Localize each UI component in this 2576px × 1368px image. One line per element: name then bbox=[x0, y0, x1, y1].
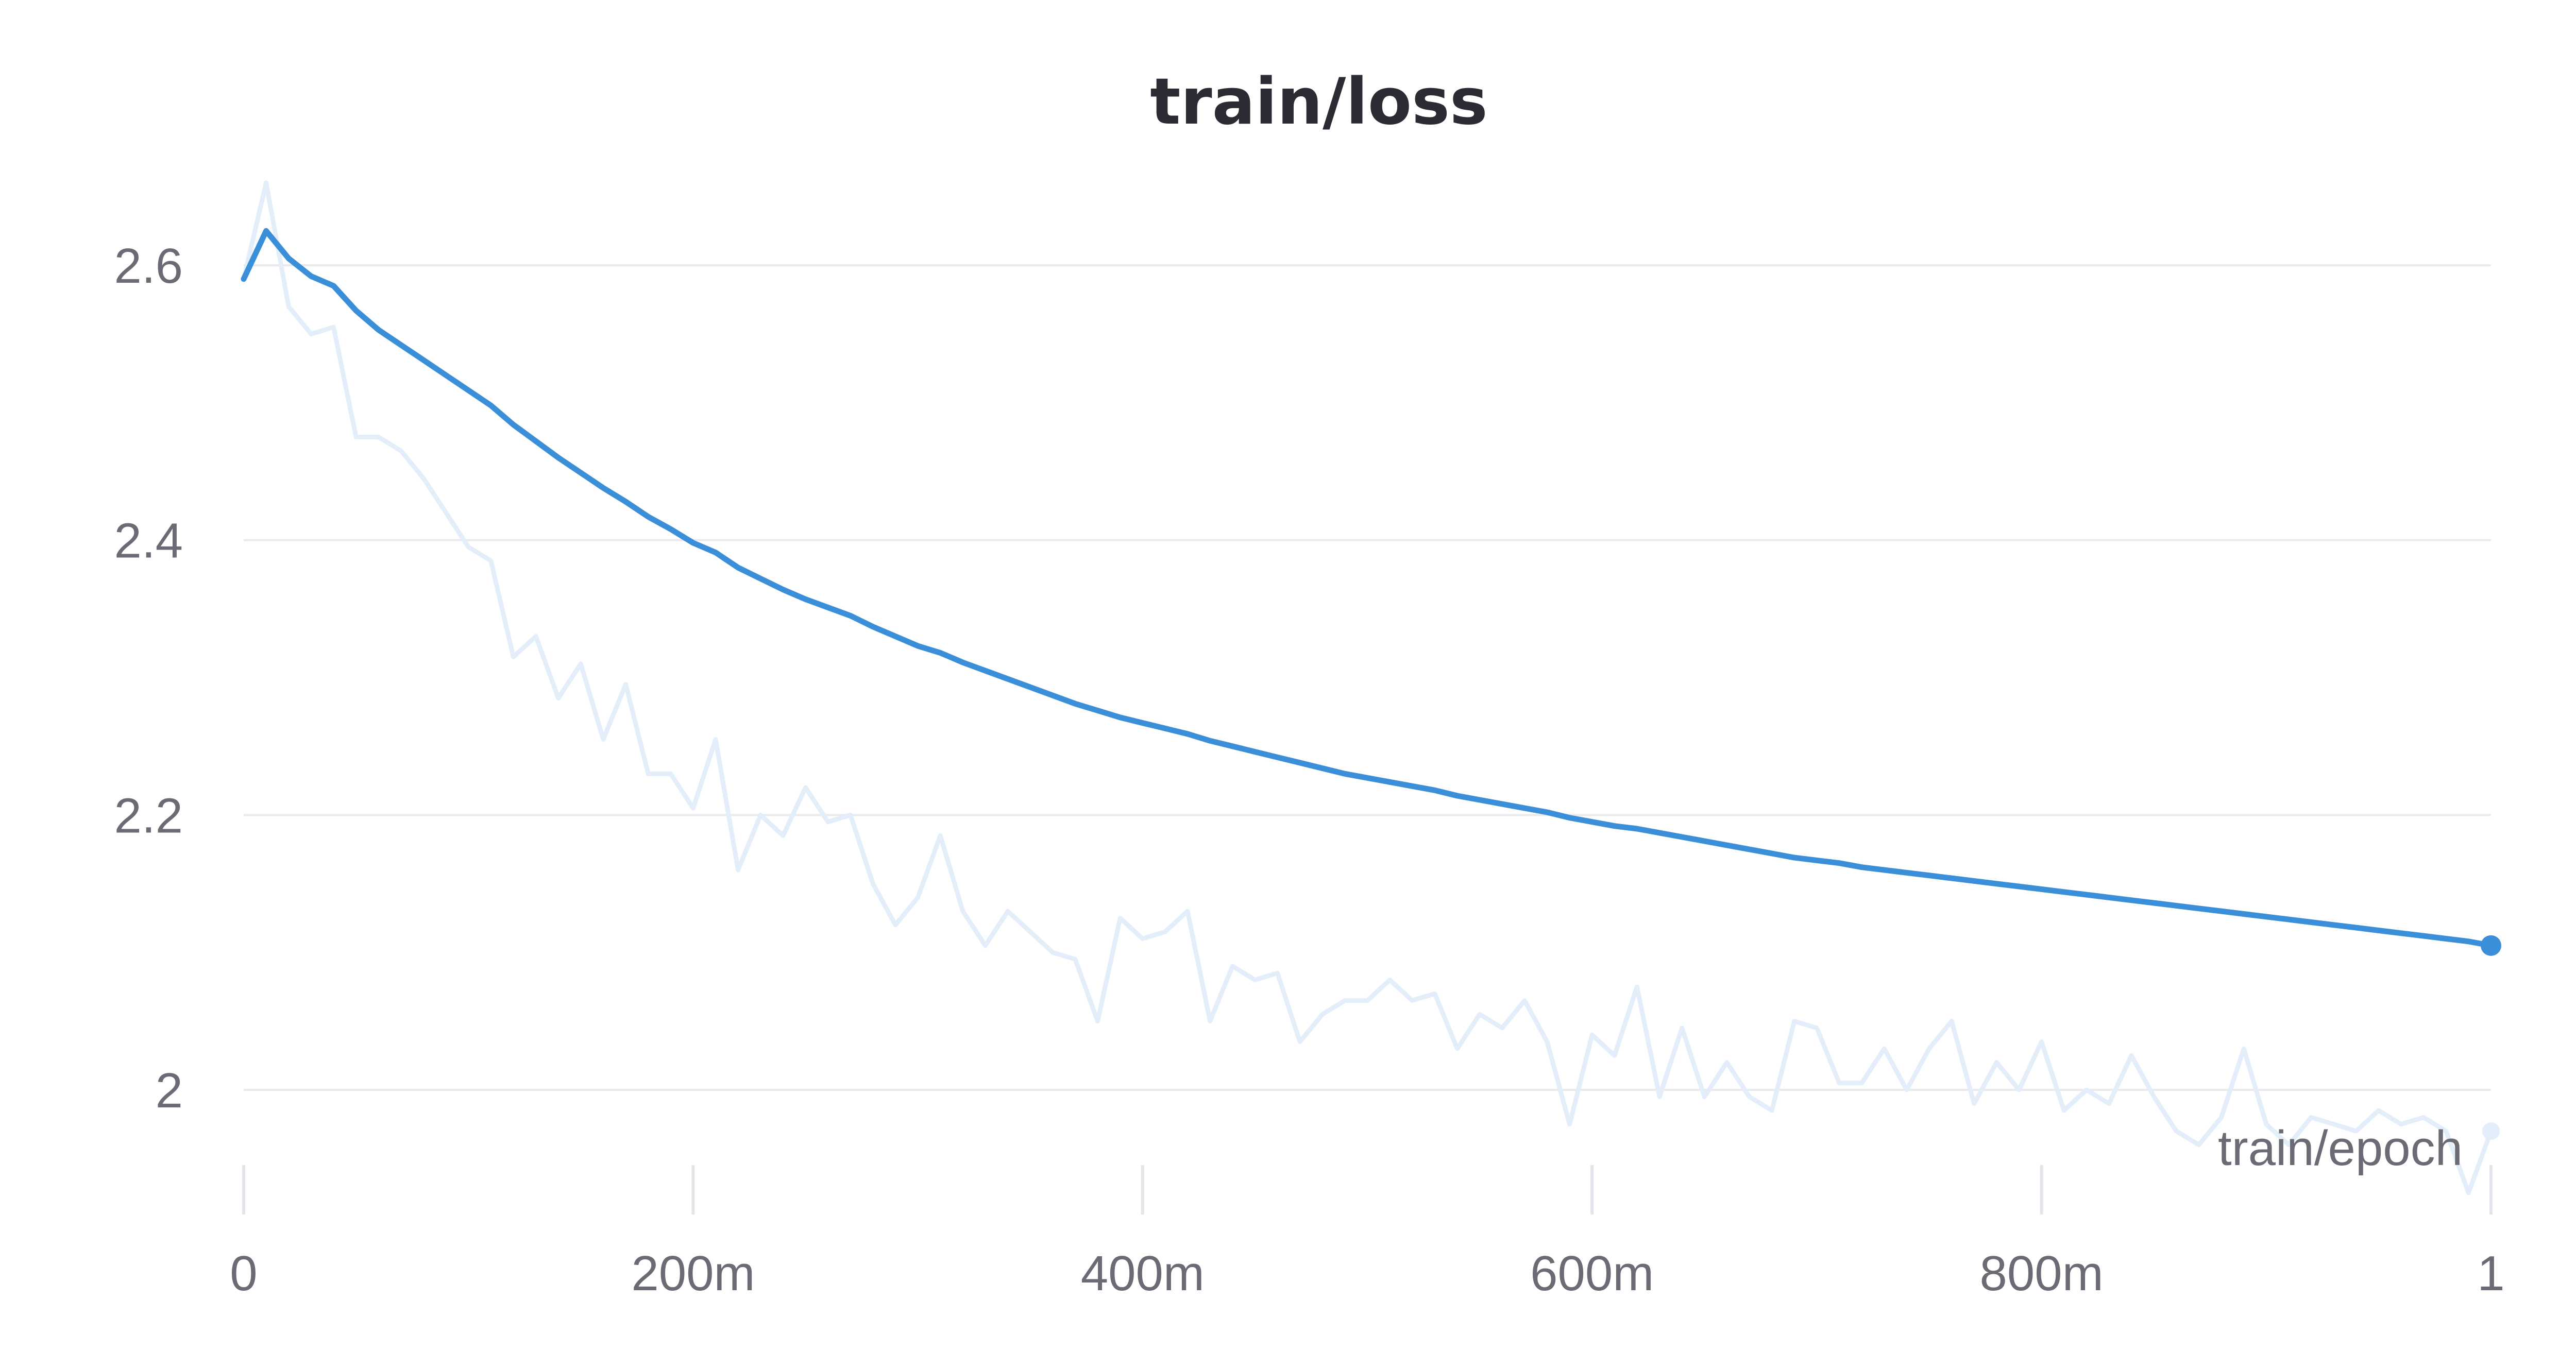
plot-area bbox=[241, 180, 2501, 1195]
y-tick-label: 2.6 bbox=[114, 238, 183, 294]
chart-title: train/loss bbox=[1150, 65, 1487, 139]
y-tick-label: 2.2 bbox=[114, 788, 183, 843]
x-tick-label: 1 bbox=[2477, 1246, 2504, 1301]
x-tick-label: 200m bbox=[631, 1246, 755, 1301]
x-tick-label: 600m bbox=[1530, 1246, 1654, 1301]
x-tick-label: 0 bbox=[230, 1246, 257, 1301]
smoothed-end-point bbox=[2481, 935, 2501, 956]
y-axis: 2 2.2 2.4 2.6 bbox=[114, 238, 183, 1118]
y-tick-label: 2 bbox=[156, 1063, 183, 1118]
y-tick-label: 2.4 bbox=[114, 514, 183, 569]
smoothed-loss-line bbox=[241, 228, 2494, 949]
raw-loss-line bbox=[241, 180, 2494, 1195]
x-axis: 0 200m 400m 600m 800m 1 bbox=[230, 1165, 2505, 1301]
x-tick-label: 800m bbox=[1980, 1246, 2104, 1301]
x-tick-label: 400m bbox=[1081, 1246, 1205, 1301]
x-axis-label: train/epoch bbox=[2218, 1121, 2463, 1176]
grid bbox=[244, 264, 2491, 1091]
raw-end-point bbox=[2482, 1122, 2500, 1140]
